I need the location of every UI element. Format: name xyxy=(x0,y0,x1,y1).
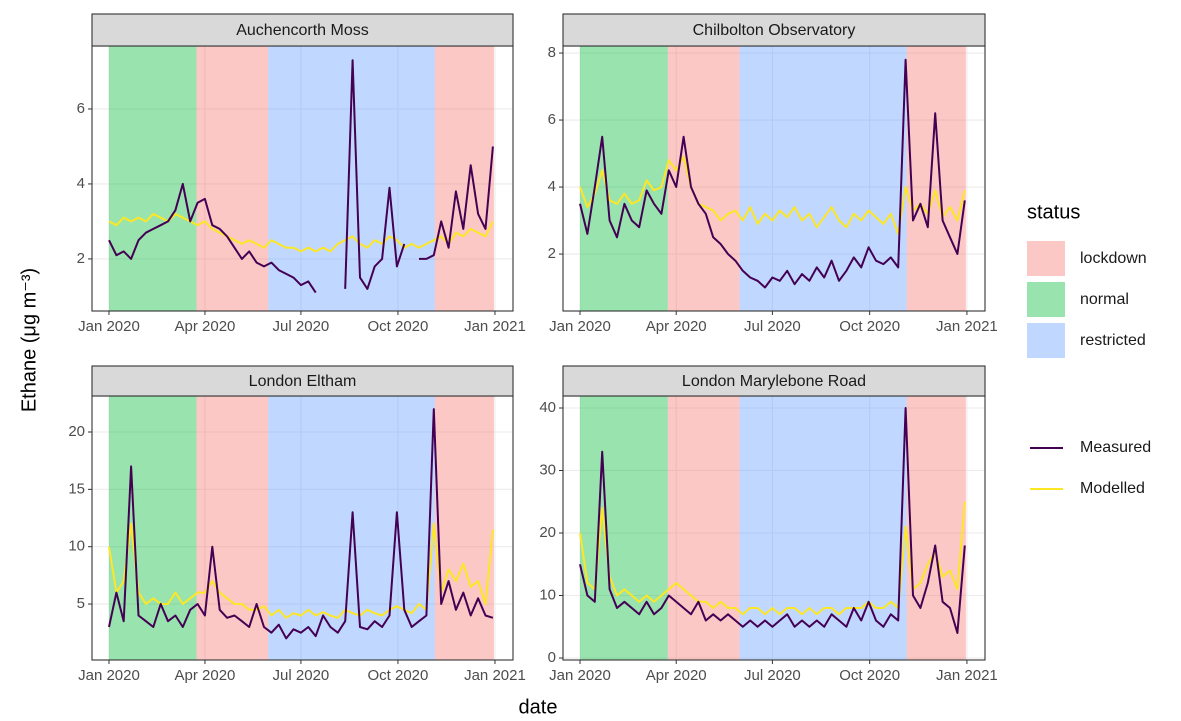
status-band xyxy=(196,46,269,311)
x-tick-label: Jan 2021 xyxy=(936,667,998,684)
status-band xyxy=(108,396,197,660)
status-band xyxy=(906,46,966,311)
status-band xyxy=(906,396,966,660)
y-tick-label: 10 xyxy=(539,586,556,603)
data-line xyxy=(108,522,494,619)
strip xyxy=(562,365,986,397)
y-tick-label: 10 xyxy=(68,538,85,555)
x-tick-label: Jan 2020 xyxy=(549,667,611,684)
x-tick-label: Oct 2020 xyxy=(839,667,900,684)
status-band xyxy=(108,46,197,311)
y-tick-label: 4 xyxy=(548,178,556,195)
legend-key xyxy=(1027,323,1065,358)
y-tick-label: 5 xyxy=(77,595,85,612)
y-tick-label: 6 xyxy=(77,100,85,117)
x-tick-label: Jul 2020 xyxy=(273,667,330,684)
status-band xyxy=(434,46,494,311)
y-tick-label: 2 xyxy=(548,245,556,262)
y-tick-label: 15 xyxy=(68,480,85,497)
status-band xyxy=(667,46,740,311)
legend-label: lockdown xyxy=(1080,250,1147,267)
strip xyxy=(562,13,986,47)
x-tick-label: Apr 2020 xyxy=(646,667,707,684)
y-tick-label: 6 xyxy=(548,111,556,128)
panel-background xyxy=(92,396,513,660)
y-tick-label: 40 xyxy=(539,399,556,416)
status-band xyxy=(667,396,740,660)
strip xyxy=(91,13,514,47)
y-axis-label: Ethane (μg m⁻³) xyxy=(18,268,40,412)
legend-label: restricted xyxy=(1080,332,1146,349)
legend-title: status xyxy=(1027,201,1080,223)
legend-key xyxy=(1027,282,1065,317)
x-tick-label: Jan 2020 xyxy=(549,318,611,335)
x-tick-label: Jan 2020 xyxy=(78,667,140,684)
strip-label: London Eltham xyxy=(249,373,357,390)
y-tick-label: 30 xyxy=(539,461,556,478)
status-band xyxy=(739,396,907,660)
legend-label: Modelled xyxy=(1080,480,1145,497)
y-tick-label: 8 xyxy=(548,44,556,61)
x-tick-label: Apr 2020 xyxy=(175,318,236,335)
status-band xyxy=(580,396,668,660)
x-tick-label: Apr 2020 xyxy=(646,318,707,335)
strip-label: Chilbolton Observatory xyxy=(693,22,856,39)
strip-label: London Marylebone Road xyxy=(682,373,866,390)
status-band xyxy=(196,396,269,660)
x-tick-label: Jul 2020 xyxy=(273,318,330,335)
data-line xyxy=(108,408,494,640)
data-line xyxy=(579,407,966,634)
x-tick-label: Jan 2021 xyxy=(464,318,526,335)
y-tick-label: 4 xyxy=(77,175,85,192)
x-tick-label: Oct 2020 xyxy=(839,318,900,335)
data-line xyxy=(579,58,966,289)
legend-key xyxy=(1027,241,1065,276)
x-tick-label: Apr 2020 xyxy=(175,667,236,684)
x-tick-label: Jan 2021 xyxy=(936,318,998,335)
x-tick-label: Jan 2021 xyxy=(464,667,526,684)
legend-label: Measured xyxy=(1080,439,1151,456)
x-tick-label: Jul 2020 xyxy=(744,318,801,335)
status-band xyxy=(580,46,668,311)
data-line xyxy=(579,501,966,616)
x-tick-label: Oct 2020 xyxy=(368,667,429,684)
y-tick-label: 20 xyxy=(68,423,85,440)
data-line xyxy=(108,59,494,294)
x-axis-label: date xyxy=(519,696,558,718)
strip-label: Auchencorth Moss xyxy=(236,22,369,39)
y-tick-label: 2 xyxy=(77,250,85,267)
status-band xyxy=(739,46,907,311)
status-band xyxy=(434,396,494,660)
strip xyxy=(91,365,514,397)
panel-background xyxy=(563,46,985,311)
y-tick-label: 20 xyxy=(539,524,556,541)
x-tick-label: Oct 2020 xyxy=(368,318,429,335)
data-line xyxy=(108,212,494,253)
panel-background xyxy=(563,396,985,660)
panel-background xyxy=(92,46,513,311)
legend-label: normal xyxy=(1080,291,1129,308)
x-tick-label: Jan 2020 xyxy=(78,318,140,335)
x-tick-label: Jul 2020 xyxy=(744,667,801,684)
y-tick-label: 0 xyxy=(548,649,556,666)
